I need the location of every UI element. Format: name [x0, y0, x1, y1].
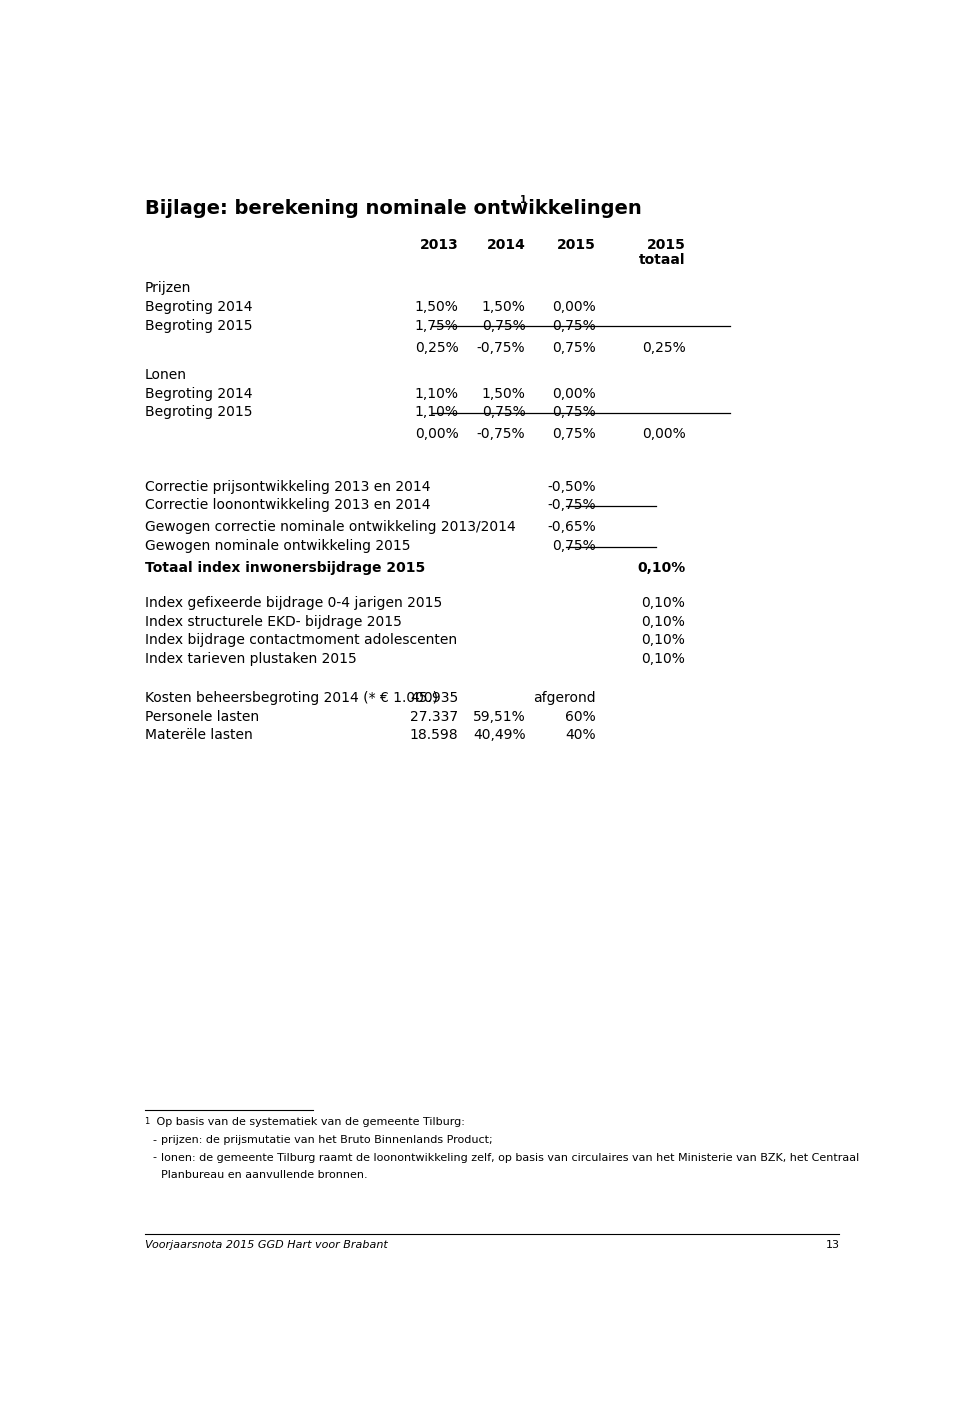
Text: 0,00%: 0,00%	[641, 427, 685, 441]
Text: Begroting 2014: Begroting 2014	[145, 387, 252, 401]
Text: Gewogen nominale ontwikkeling 2015: Gewogen nominale ontwikkeling 2015	[145, 539, 410, 554]
Text: Begroting 2015: Begroting 2015	[145, 319, 252, 333]
Text: 0,10%: 0,10%	[641, 652, 685, 666]
Text: 40,49%: 40,49%	[473, 729, 525, 743]
Text: 1,50%: 1,50%	[482, 300, 525, 314]
Text: afgerond: afgerond	[534, 692, 596, 706]
Text: 1,50%: 1,50%	[415, 300, 459, 314]
Text: 18.598: 18.598	[410, 729, 459, 743]
Text: 60%: 60%	[565, 710, 596, 724]
Text: -: -	[152, 1136, 156, 1146]
Text: Begroting 2014: Begroting 2014	[145, 300, 252, 314]
Text: 0,25%: 0,25%	[641, 340, 685, 354]
Text: 40%: 40%	[565, 729, 596, 743]
Text: Index tarieven plustaken 2015: Index tarieven plustaken 2015	[145, 652, 356, 666]
Text: 2013: 2013	[420, 238, 459, 252]
Text: Prijzen: Prijzen	[145, 282, 191, 296]
Text: 0,75%: 0,75%	[552, 319, 596, 333]
Text: 0,10%: 0,10%	[641, 596, 685, 610]
Text: 45.935: 45.935	[410, 692, 459, 706]
Text: Bijlage: berekening nominale ontwikkelingen: Bijlage: berekening nominale ontwikkelin…	[145, 199, 641, 218]
Text: Totaal index inwonersbijdrage 2015: Totaal index inwonersbijdrage 2015	[145, 561, 425, 575]
Text: 0,75%: 0,75%	[552, 406, 596, 420]
Text: prijzen: de prijsmutatie van het Bruto Binnenlands Product;: prijzen: de prijsmutatie van het Bruto B…	[161, 1136, 492, 1146]
Text: 0,00%: 0,00%	[552, 300, 596, 314]
Text: -: -	[152, 1153, 156, 1163]
Text: Index gefixeerde bijdrage 0-4 jarigen 2015: Index gefixeerde bijdrage 0-4 jarigen 20…	[145, 596, 442, 610]
Text: 1,50%: 1,50%	[482, 387, 525, 401]
Text: 0,10%: 0,10%	[637, 561, 685, 575]
Text: 59,51%: 59,51%	[472, 710, 525, 724]
Text: Planbureau en aanvullende bronnen.: Planbureau en aanvullende bronnen.	[161, 1170, 368, 1180]
Text: 0,00%: 0,00%	[415, 427, 459, 441]
Text: -0,75%: -0,75%	[477, 340, 525, 354]
Text: 1: 1	[145, 1117, 150, 1127]
Text: Materële lasten: Materële lasten	[145, 729, 252, 743]
Text: Index structurele EKD- bijdrage 2015: Index structurele EKD- bijdrage 2015	[145, 615, 401, 629]
Text: Begroting 2015: Begroting 2015	[145, 406, 252, 420]
Text: Correctie loonontwikkeling 2013 en 2014: Correctie loonontwikkeling 2013 en 2014	[145, 498, 430, 512]
Text: 0,25%: 0,25%	[415, 340, 459, 354]
Text: 0,75%: 0,75%	[552, 427, 596, 441]
Text: 0,10%: 0,10%	[641, 633, 685, 647]
Text: Gewogen correctie nominale ontwikkeling 2013/2014: Gewogen correctie nominale ontwikkeling …	[145, 521, 516, 534]
Text: -0,75%: -0,75%	[547, 498, 596, 512]
Text: Personele lasten: Personele lasten	[145, 710, 258, 724]
Text: 2015: 2015	[558, 238, 596, 252]
Text: 1,10%: 1,10%	[415, 406, 459, 420]
Text: totaal: totaal	[639, 253, 685, 268]
Text: 13: 13	[826, 1241, 839, 1251]
Text: 2015: 2015	[647, 238, 685, 252]
Text: Op basis van de systematiek van de gemeente Tilburg:: Op basis van de systematiek van de gemee…	[154, 1117, 466, 1127]
Text: 1: 1	[519, 195, 526, 205]
Text: 1,10%: 1,10%	[415, 387, 459, 401]
Text: Kosten beheersbegroting 2014 (* € 1.000): Kosten beheersbegroting 2014 (* € 1.000)	[145, 692, 438, 706]
Text: lonen: de gemeente Tilburg raamt de loonontwikkeling zelf, op basis van circulai: lonen: de gemeente Tilburg raamt de loon…	[161, 1153, 859, 1163]
Text: 0,75%: 0,75%	[552, 539, 596, 554]
Text: 0,75%: 0,75%	[482, 406, 525, 420]
Text: 0,75%: 0,75%	[482, 319, 525, 333]
Text: -0,50%: -0,50%	[547, 480, 596, 494]
Text: 1,75%: 1,75%	[415, 319, 459, 333]
Text: 0,75%: 0,75%	[552, 340, 596, 354]
Text: Voorjaarsnota 2015 GGD Hart voor Brabant: Voorjaarsnota 2015 GGD Hart voor Brabant	[145, 1241, 387, 1251]
Text: Index bijdrage contactmoment adolescenten: Index bijdrage contactmoment adolescente…	[145, 633, 457, 647]
Text: 0,00%: 0,00%	[552, 387, 596, 401]
Text: 2014: 2014	[487, 238, 525, 252]
Text: Lonen: Lonen	[145, 369, 186, 381]
Text: -0,75%: -0,75%	[477, 427, 525, 441]
Text: 27.337: 27.337	[410, 710, 459, 724]
Text: Correctie prijsontwikkeling 2013 en 2014: Correctie prijsontwikkeling 2013 en 2014	[145, 480, 430, 494]
Text: 0,10%: 0,10%	[641, 615, 685, 629]
Text: -0,65%: -0,65%	[547, 521, 596, 534]
